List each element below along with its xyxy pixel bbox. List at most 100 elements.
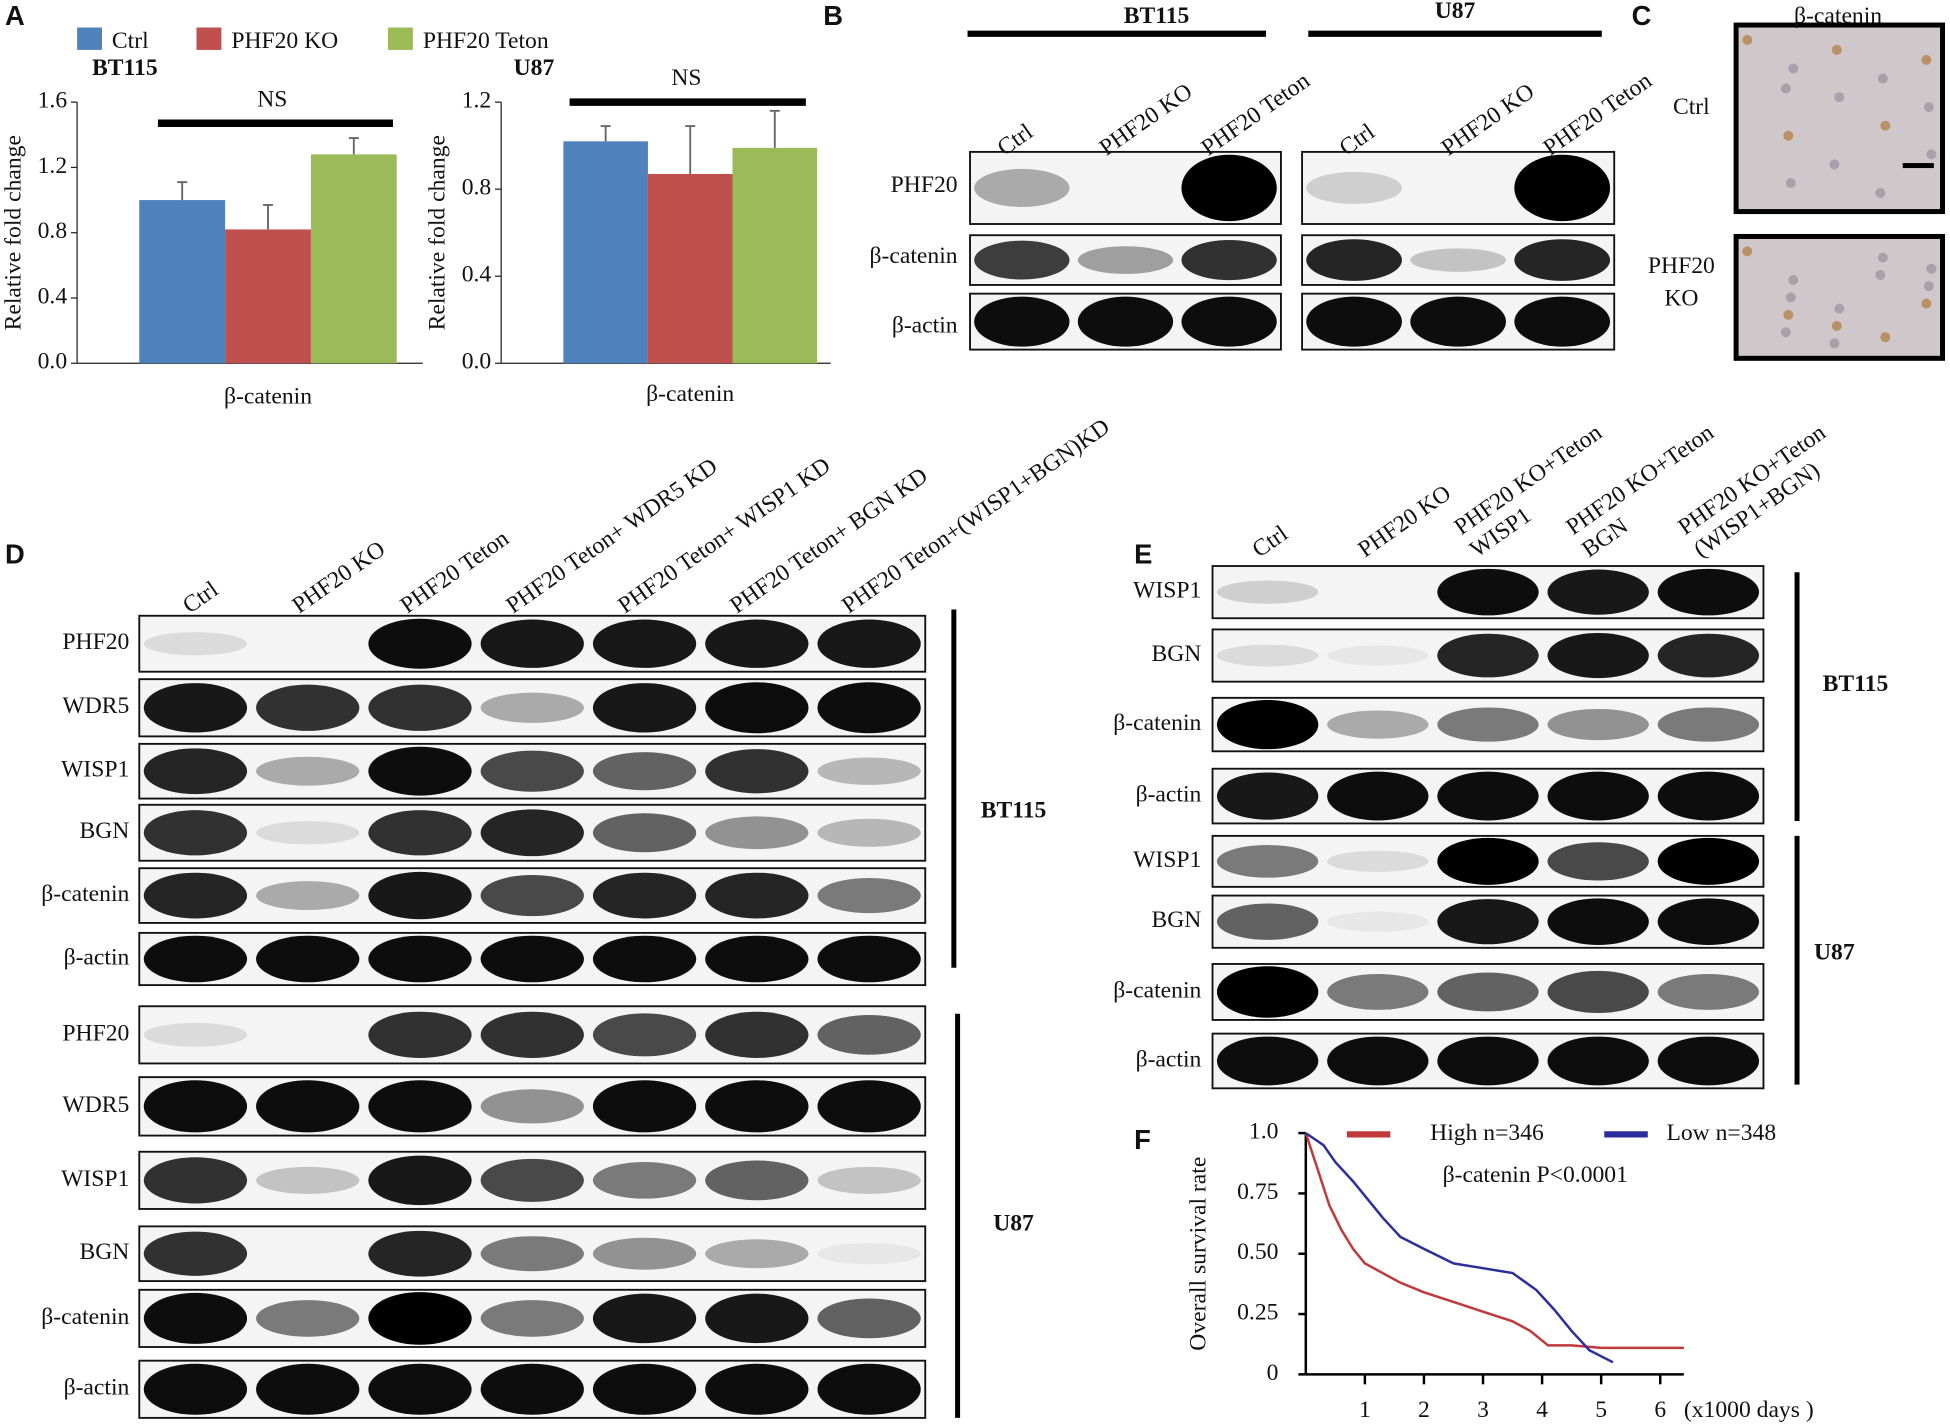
blot-band [592, 1363, 697, 1415]
blot-band [592, 1237, 697, 1270]
y-axis-label: Overall survival rate [1186, 1157, 1212, 1351]
ihc-cell [1875, 187, 1886, 198]
blot-band [368, 684, 472, 731]
row-label: PHF20 [62, 629, 129, 655]
row-label: BGN [79, 818, 129, 844]
blot-band [256, 935, 360, 983]
ihc-cell [1926, 263, 1937, 274]
lane-label-line: PHF20 Teton+ BGN KD [725, 463, 932, 619]
blot-band [143, 1022, 248, 1047]
lane-label-line: Ctrl [1248, 520, 1293, 563]
blot-band [817, 1166, 921, 1194]
blot-band [480, 619, 584, 668]
blot-band [1437, 633, 1539, 678]
y-tick-label: 1.6 [38, 88, 68, 114]
blot-band [1327, 974, 1429, 1010]
blot-band [1216, 966, 1319, 1018]
blot-band [368, 1080, 472, 1133]
x-tick-label: 2 [1418, 1397, 1430, 1423]
blot-band [817, 1298, 921, 1339]
ihc-cell [1923, 281, 1934, 292]
blot-band [368, 1011, 472, 1058]
y-tick-label: 1.0 [1249, 1119, 1279, 1145]
blot-band [256, 821, 360, 845]
blot-band [817, 1014, 921, 1055]
blot-band [143, 872, 248, 919]
legend-label: Low n=348 [1666, 1120, 1776, 1146]
blot-band [1306, 239, 1402, 281]
lane-label: PHF20 Teton [396, 525, 514, 619]
blot-band [1437, 972, 1539, 1012]
lane-label-line: PHF20 KO [1095, 79, 1198, 162]
error-bar [177, 181, 188, 201]
blot-band [1327, 771, 1429, 821]
blot-band [592, 683, 697, 733]
blot-band [1437, 568, 1539, 616]
y-tick-label: 0.8 [38, 218, 68, 244]
blot-band [705, 1363, 809, 1415]
ihc-cell [1923, 102, 1934, 113]
row-label: WISP1 [1133, 847, 1201, 873]
cell-line-label: BT115 [1823, 671, 1889, 697]
row-label: WDR5 [62, 693, 129, 719]
blot-band [1437, 771, 1539, 821]
row-label: β-catenin [41, 881, 129, 907]
x-tick-label: 4 [1536, 1397, 1548, 1423]
blot-band [368, 1292, 472, 1345]
panel-label: A [5, 0, 25, 31]
blot-band [256, 684, 360, 731]
ihc-cell [1788, 63, 1799, 74]
blot-band [705, 1239, 809, 1269]
row-label: β-actin [64, 1375, 130, 1401]
blot-band [480, 874, 584, 917]
blot-band [480, 1158, 584, 1202]
lane-label-line: PHF20 Teton [396, 525, 514, 619]
blot-band [592, 1080, 697, 1133]
blot-band [1327, 710, 1429, 739]
blot-band [817, 682, 921, 734]
blot-band [1547, 842, 1649, 881]
blot-band [705, 682, 809, 734]
annotation: β-catenin P<0.0001 [1443, 1162, 1628, 1188]
ihc-cell [1742, 34, 1753, 45]
blot-band [368, 935, 472, 983]
x-tick-label: β-catenin [646, 381, 734, 407]
x-tick-label: 3 [1477, 1397, 1489, 1423]
y-tick-label: 0.50 [1237, 1239, 1278, 1265]
blot-band [480, 1300, 584, 1337]
blot-band [705, 619, 809, 668]
error-bar [769, 109, 780, 148]
ihc-image [1733, 233, 1946, 361]
blot-band [592, 619, 697, 668]
ihc-cell [1831, 321, 1842, 331]
blot-band [143, 810, 248, 856]
blot-band [592, 1013, 697, 1057]
blot-band [1547, 771, 1649, 821]
ihc-cell [1783, 309, 1794, 320]
y-axis-label: Relative fold change [0, 135, 26, 330]
lane-label-line: PHF20 Teton+ WDR5 KD [502, 453, 723, 619]
y-tick-label: 0.0 [462, 349, 492, 375]
ihc-cell [1926, 149, 1937, 160]
lane-label: Ctrl [178, 576, 223, 619]
ihc-cell [1921, 298, 1932, 309]
ihc-cell [1877, 73, 1888, 84]
bar [225, 229, 311, 364]
blot-band [1657, 837, 1760, 885]
ihc-cell [1783, 130, 1794, 141]
row-label: β-catenin [870, 243, 958, 269]
survival-curve [1304, 1132, 1684, 1350]
row-label: WDR5 [62, 1092, 129, 1118]
ihc-cell [1831, 44, 1842, 55]
row-label: BGN [79, 1239, 129, 1265]
blot-band [1437, 837, 1539, 885]
panel-label: B [823, 0, 843, 31]
blot-band [1437, 899, 1539, 945]
row-label: WISP1 [61, 1166, 129, 1192]
blot-band [974, 168, 1070, 207]
legend-label: High n=346 [1430, 1120, 1544, 1146]
blot-band [1216, 644, 1319, 667]
row-label: WISP1 [61, 757, 129, 783]
cell-line-label: U87 [1435, 0, 1476, 24]
blot-band [1547, 708, 1649, 741]
